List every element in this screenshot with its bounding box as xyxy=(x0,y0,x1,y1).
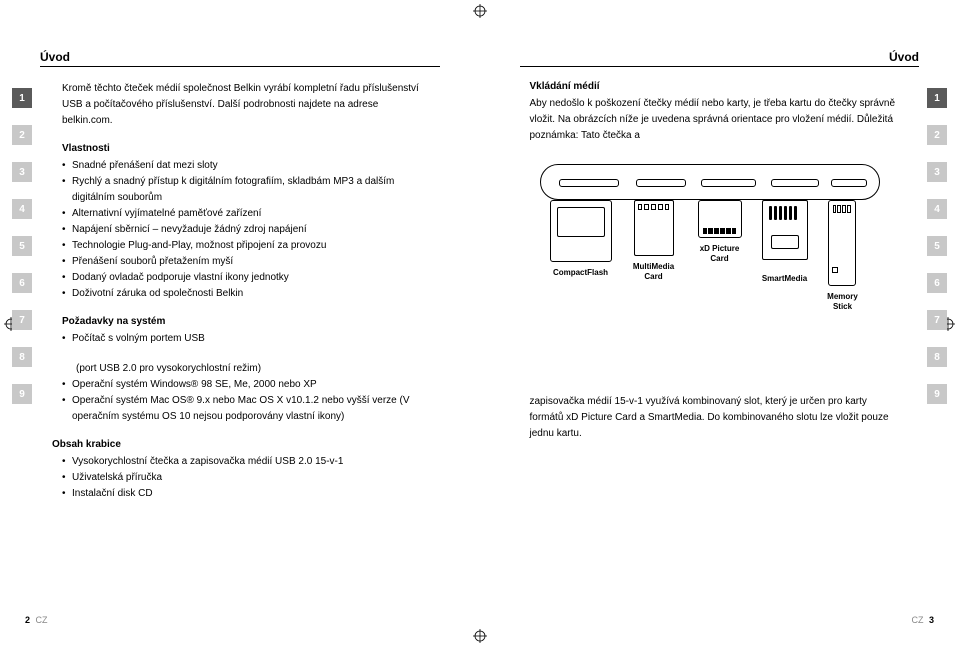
sysreq-item: Operační systém Windows® 98 SE, Me, 2000… xyxy=(62,377,430,393)
idx-4r: 4 xyxy=(927,199,947,219)
cf-label: CompactFlash xyxy=(544,268,618,278)
cf-card xyxy=(550,200,612,262)
idx-3r: 3 xyxy=(927,162,947,182)
xd-label: xD Picture Card xyxy=(692,244,748,263)
left-header: Úvod xyxy=(40,50,440,67)
box-item: Uživatelská příručka xyxy=(62,470,430,486)
features-list: Snadné přenášení dat mezi sloty Rychlý a… xyxy=(62,158,430,302)
left-content: Kromě těchto čteček médií společnost Bel… xyxy=(62,81,430,502)
right-page-num: 3 xyxy=(929,615,934,625)
right-header: Úvod xyxy=(520,50,920,67)
right-content: Vkládání médií Aby nedošlo k poškození č… xyxy=(530,81,898,442)
idx-7r: 7 xyxy=(927,310,947,330)
idx-6: 6 xyxy=(12,273,32,293)
idx-8r: 8 xyxy=(927,347,947,367)
idx-1r: 1 xyxy=(927,88,947,108)
cf-inner xyxy=(557,207,605,237)
slot-2 xyxy=(636,179,686,187)
left-footer: 2 CZ xyxy=(25,615,51,625)
feature-item: Alternativní vyjímatelné paměťové zaříze… xyxy=(62,206,430,222)
box-list: Vysokorychlostní čtečka a zapisovačka mé… xyxy=(62,454,430,502)
slot-3 xyxy=(701,179,756,187)
feature-item: Rychlý a snadný přístup k digitálním fot… xyxy=(62,174,430,206)
feature-item: Napájení sběrnicí – nevyžaduje žádný zdr… xyxy=(62,222,430,238)
idx-7: 7 xyxy=(12,310,32,330)
sm-contact xyxy=(771,235,799,249)
insert-text: Aby nedošlo k poškození čtečky médií neb… xyxy=(530,96,898,144)
idx-2r: 2 xyxy=(927,125,947,145)
box-heading: Obsah krabice xyxy=(52,439,430,450)
left-page: 1 2 3 4 5 6 7 8 9 Úvod Kromě těchto čteč… xyxy=(0,0,480,647)
sysreq-list2: Operační systém Windows® 98 SE, Me, 2000… xyxy=(62,377,430,425)
intro-paragraph: Kromě těchto čteček médií společnost Bel… xyxy=(62,81,430,129)
xd-card xyxy=(698,200,742,238)
idx-8: 8 xyxy=(12,347,32,367)
slot-4 xyxy=(771,179,819,187)
sysreq-item: Počítač s volným portem USB xyxy=(62,331,430,347)
mmc-card xyxy=(634,200,674,256)
spread: 1 2 3 4 5 6 7 8 9 Úvod Kromě těchto čteč… xyxy=(0,0,959,647)
idx-4: 4 xyxy=(12,199,32,219)
idx-9: 9 xyxy=(12,384,32,404)
feature-item: Dodaný ovladač podporuje vlastní ikony j… xyxy=(62,270,430,286)
idx-1: 1 xyxy=(12,88,32,108)
card-reader-diagram: CompactFlash MultiMedia Card xD Picture … xyxy=(530,164,890,364)
lang-code: CZ xyxy=(36,615,48,625)
bottom-paragraph: zapisovačka médií 15-v-1 využívá kombino… xyxy=(530,394,898,442)
slot-5 xyxy=(831,179,867,187)
box-item: Vysokorychlostní čtečka a zapisovačka mé… xyxy=(62,454,430,470)
idx-5: 5 xyxy=(12,236,32,256)
ms-contacts xyxy=(833,205,851,213)
reader-body xyxy=(540,164,880,200)
idx-5r: 5 xyxy=(927,236,947,256)
ms-card xyxy=(828,200,856,286)
idx-6r: 6 xyxy=(927,273,947,293)
feature-item: Přenášení souborů přetažením myší xyxy=(62,254,430,270)
lang-code-r: CZ xyxy=(911,615,923,625)
idx-2: 2 xyxy=(12,125,32,145)
sm-label: SmartMedia xyxy=(754,274,816,284)
feature-item: Doživotní záruka od společnosti Belkin xyxy=(62,286,430,302)
feature-item: Technologie Plug-and-Play, možnost připo… xyxy=(62,238,430,254)
left-page-num: 2 xyxy=(25,615,30,625)
sysreq-heading: Požadavky na systém xyxy=(62,316,430,327)
sysreq-list: Počítač s volným portem USB xyxy=(62,331,430,347)
right-page: 1 2 3 4 5 6 7 8 9 Úvod Vkládání médií Ab… xyxy=(480,0,959,647)
idx-9r: 9 xyxy=(927,384,947,404)
slot-1 xyxy=(559,179,619,187)
sm-card xyxy=(762,200,808,260)
features-heading: Vlastnosti xyxy=(62,143,430,154)
box-item: Instalační disk CD xyxy=(62,486,430,502)
right-footer: CZ 3 xyxy=(908,615,934,625)
idx-3: 3 xyxy=(12,162,32,182)
feature-item: Snadné přenášení dat mezi sloty xyxy=(62,158,430,174)
ms-lock xyxy=(832,267,838,273)
sm-grille-icon xyxy=(765,203,801,223)
mmc-label: MultiMedia Card xyxy=(626,262,682,281)
ms-label: Memory Stick xyxy=(818,292,868,311)
insert-heading: Vkládání médií xyxy=(530,81,898,92)
xd-contacts xyxy=(703,228,737,234)
mmc-contacts xyxy=(638,204,670,210)
right-index: 1 2 3 4 5 6 7 8 9 xyxy=(927,88,947,404)
sysreq-item: Operační systém Mac OS® 9.x nebo Mac OS … xyxy=(62,393,430,425)
left-index: 1 2 3 4 5 6 7 8 9 xyxy=(12,88,32,404)
sysreq-subline: (port USB 2.0 pro vysokorychlostní režim… xyxy=(62,361,430,377)
